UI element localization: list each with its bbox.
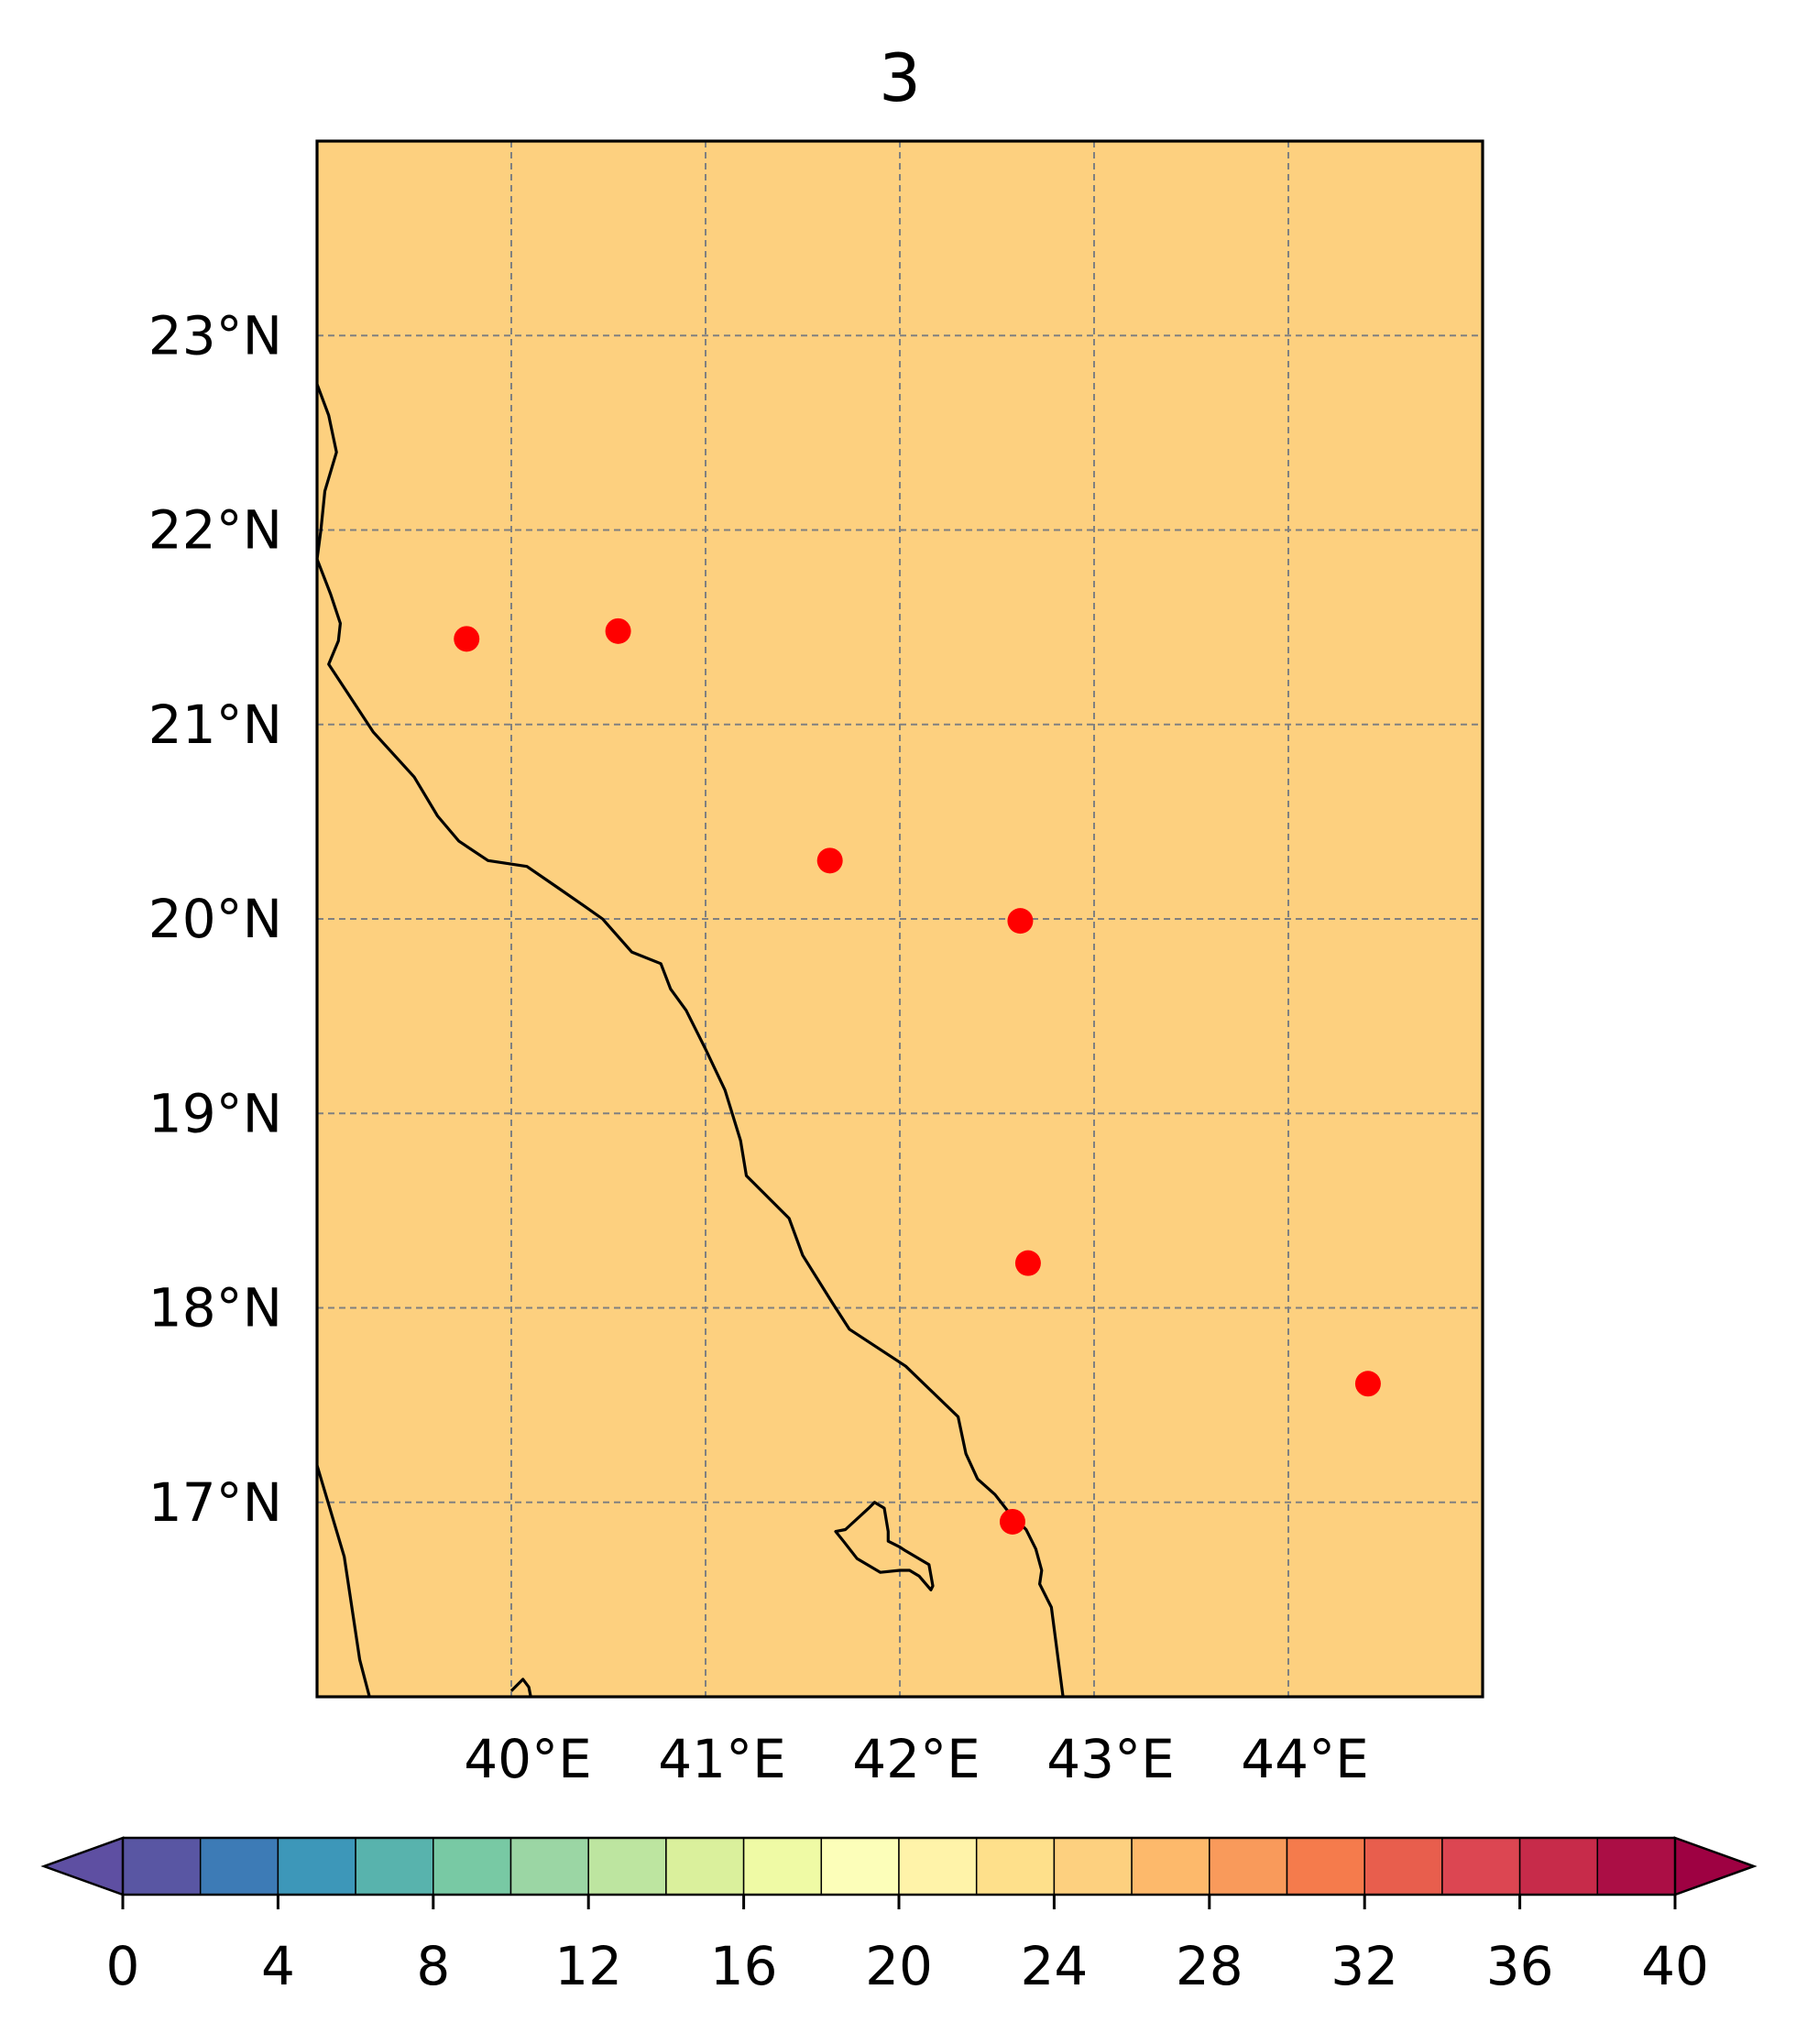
- colorbar-swatch: [1131, 1837, 1210, 1896]
- lat-tick-label: 23°N: [148, 304, 282, 366]
- colorbar-swatch: [122, 1837, 202, 1896]
- colorbar-over-arrow: [1673, 1836, 1758, 1896]
- station-marker: [816, 847, 843, 874]
- axis-labels: 40°E 41°E 42°E 43°E 44°E 17°N 18°N 19°N 20°N 21°N…: [148, 304, 1369, 1790]
- station-marker: [454, 626, 480, 652]
- lon-tick-label: 43°E: [1046, 1728, 1174, 1790]
- colorbar-swatch: [975, 1837, 1056, 1896]
- colorbar-swatch: [587, 1837, 667, 1896]
- colorbar-swatch: [1053, 1837, 1133, 1896]
- colorbar-swatch: [1363, 1837, 1443, 1896]
- lon-tick-label: 44°E: [1241, 1728, 1368, 1790]
- colorbar-swatch: [1596, 1837, 1676, 1896]
- colorbar-tick-label: 40: [1641, 1935, 1709, 1997]
- colorbar-under-arrow: [40, 1836, 125, 1896]
- colorbar-tick-label: 8: [416, 1935, 450, 1997]
- map-title: 3: [879, 39, 921, 116]
- lon-tick-label: 42°E: [852, 1728, 980, 1790]
- coastlines: [315, 383, 1065, 1698]
- colorbar-swatch: [820, 1837, 900, 1896]
- colorbar-swatch: [199, 1837, 279, 1896]
- station-marker: [1007, 908, 1034, 935]
- coastline: [315, 383, 338, 560]
- lat-tick-label: 18°N: [148, 1277, 282, 1339]
- island-outline: [834, 1501, 935, 1591]
- colorbar-swatch: [1441, 1837, 1521, 1896]
- colorbar-swatch: [355, 1837, 434, 1896]
- lat-tick-label: 21°N: [148, 694, 282, 756]
- colorbar-tick-label: 0: [106, 1935, 140, 1997]
- colorbar-swatch: [898, 1837, 978, 1896]
- colorbar: 0 4 8 12 16 20 24 28 32 36 40: [40, 1836, 1758, 1997]
- map-area: [315, 139, 1484, 1699]
- lat-tick-label: 17°N: [148, 1471, 282, 1534]
- colorbar-swatch: [277, 1837, 356, 1896]
- colorbar-tick-label: 16: [710, 1935, 778, 1997]
- station-marker: [1014, 1250, 1041, 1276]
- colorbar-tick-label: 28: [1176, 1935, 1243, 1997]
- map-frame: [315, 139, 1484, 1699]
- coastline: [315, 1464, 371, 1698]
- lat-tick-label: 19°N: [148, 1082, 282, 1144]
- colorbar-tick-label: 24: [1020, 1935, 1088, 1997]
- colorbar-tick-label: 20: [865, 1935, 933, 1997]
- colorbar-swatch: [1518, 1837, 1599, 1896]
- station-marker: [1354, 1371, 1381, 1397]
- colorbar-swatch: [1286, 1837, 1365, 1896]
- colorbar-tick-label: 4: [261, 1935, 295, 1997]
- colorbar-swatch: [509, 1837, 589, 1896]
- colorbar-tick-label: 32: [1331, 1935, 1398, 1997]
- stations: [454, 618, 1381, 1535]
- colorbar-swatch: [742, 1837, 823, 1896]
- lat-tick-label: 22°N: [148, 499, 282, 562]
- colorbar-tick-label: 12: [554, 1935, 622, 1997]
- lat-tick-label: 20°N: [148, 888, 282, 950]
- station-marker: [605, 618, 631, 644]
- colorbar-swatch: [1209, 1837, 1288, 1896]
- lon-tick-label: 40°E: [464, 1728, 591, 1790]
- colorbar-swatch: [433, 1837, 512, 1896]
- station-marker: [999, 1508, 1025, 1535]
- lon-tick-label: 41°E: [658, 1728, 785, 1790]
- colorbar-tick-label: 36: [1486, 1935, 1554, 1997]
- gridlines: [317, 141, 1483, 1697]
- colorbar-swatch: [665, 1837, 745, 1896]
- coastline: [315, 558, 1065, 1698]
- coastline: [509, 1678, 532, 1698]
